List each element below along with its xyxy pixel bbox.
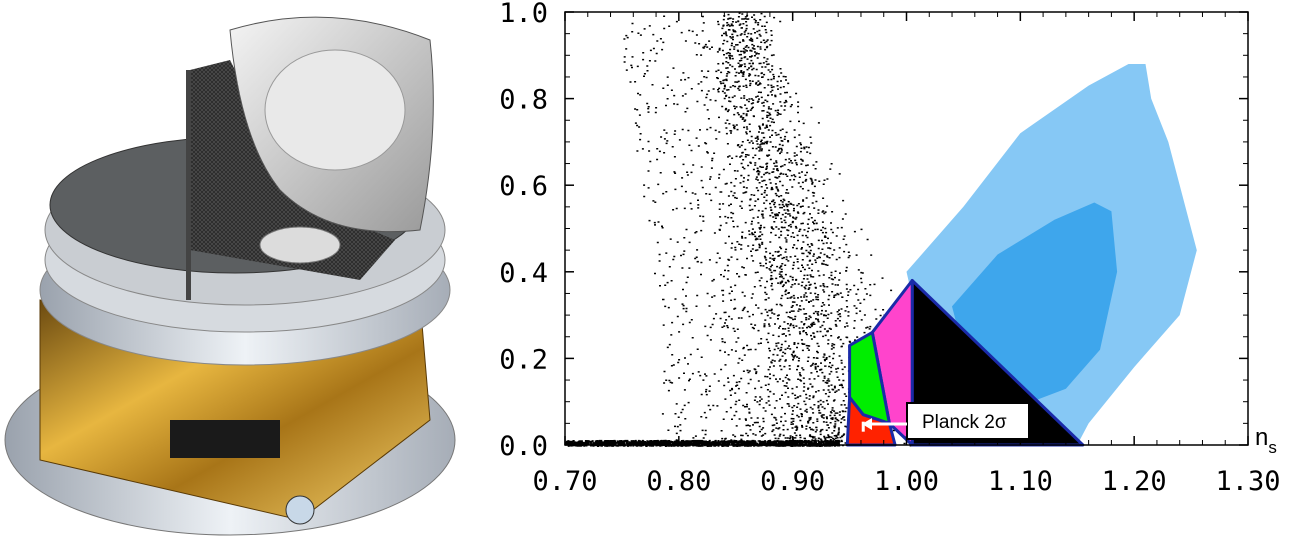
planck-satellite-illustration	[4, 16, 456, 536]
x-tick-label: 1.10	[988, 466, 1053, 497]
annotation-box	[906, 402, 1030, 440]
contour-inner	[952, 202, 1118, 402]
chart: 0.70 0.80 0.90 1.00 1.10 1.20 1.30 0.0 0.2 0.4 0.6…	[499, 0, 1280, 497]
x-tick-label: 0.80	[646, 466, 711, 497]
secondary-mirror	[259, 226, 341, 264]
axes	[564, 11, 1249, 446]
x-tick-label: 0.70	[532, 466, 597, 497]
scatter-cloud	[565, 12, 931, 448]
annotation-label: Planck 2σ	[922, 412, 1007, 433]
x-tick-label: 1.20	[1102, 466, 1167, 497]
y-tick-label: 0.6	[499, 171, 548, 202]
satellite-panel	[170, 420, 280, 458]
satellite-thruster	[285, 495, 315, 525]
x-axis-label: ns	[1255, 424, 1277, 457]
y-tick-label: 0.8	[499, 85, 548, 116]
x-axis-label-subscript: s	[1268, 438, 1277, 457]
satellite-strut	[186, 70, 191, 300]
y-tick-label: 0.2	[499, 344, 548, 375]
x-tick-label: 1.00	[874, 466, 939, 497]
planck-marker	[861, 421, 865, 432]
annotation-arrowhead	[862, 418, 872, 430]
y-tick-label: 0.4	[499, 258, 548, 289]
y-tick-label: 0.0	[499, 431, 548, 462]
x-tick-label: 1.30	[1215, 466, 1280, 497]
x-tick-label: 0.90	[760, 466, 825, 497]
scatter-points	[565, 12, 931, 448]
primary-mirror	[264, 49, 406, 171]
tick-labels: 0.70 0.80 0.90 1.00 1.10 1.20 1.30 0.0 0.2 0.4 0.6…	[499, 0, 1280, 497]
y-tick-label: 1.0	[499, 0, 548, 29]
planck-annotation: Planck 2σ	[862, 402, 1030, 440]
